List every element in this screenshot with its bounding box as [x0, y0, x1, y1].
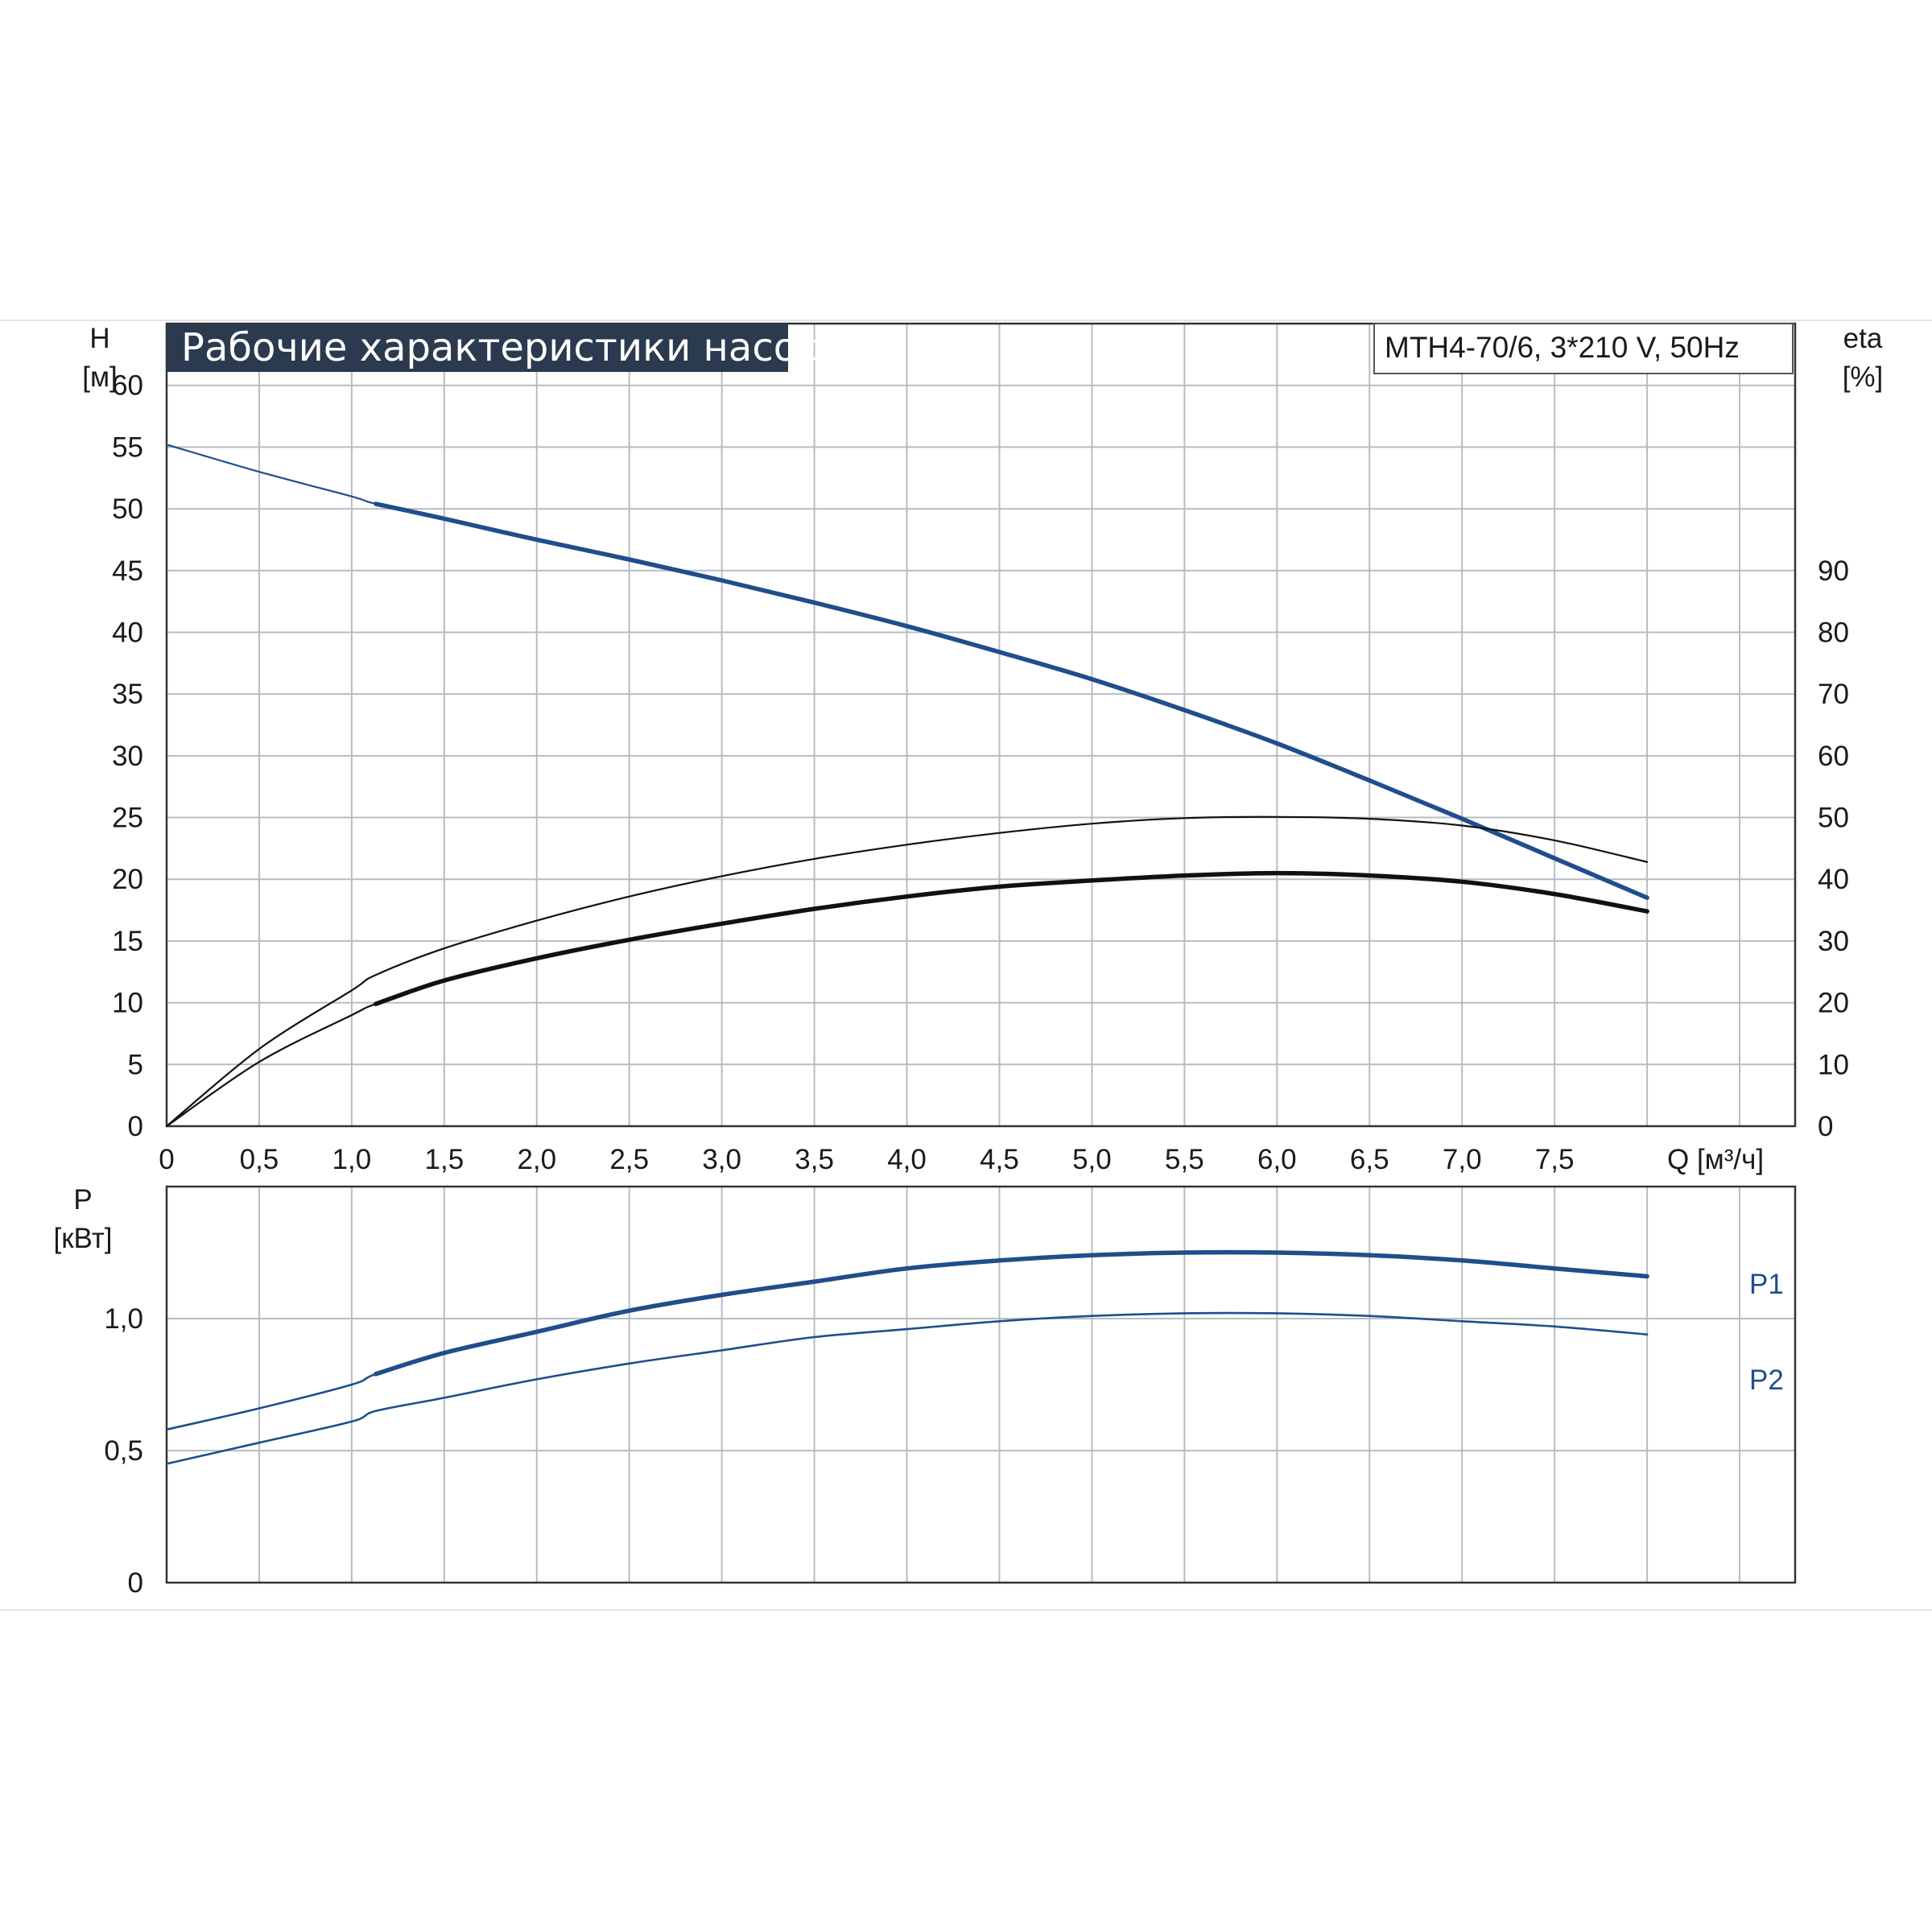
head-tick-label: 45	[112, 555, 143, 587]
model-label: MTH4-70/6, 3*210 V, 50Hz	[1385, 331, 1740, 364]
x-tick-label: 2,0	[517, 1144, 556, 1175]
efficiency-tick-label: 40	[1818, 864, 1849, 895]
x-tick-label: 7,0	[1443, 1144, 1482, 1175]
head-axis-unit: [м]	[82, 361, 118, 393]
head-tick-label: 55	[112, 431, 143, 463]
power-chart-curves	[165, 1249, 1649, 1465]
efficiency-tick-label: 50	[1818, 803, 1849, 834]
head-tick-label: 30	[112, 741, 143, 772]
power-tick-label: 0	[128, 1567, 143, 1599]
series-line-power-0-duty-range	[374, 1249, 1649, 1377]
efficiency-axis-symbol: eta	[1843, 323, 1883, 354]
model-label-box	[1373, 323, 1794, 374]
head-chart-frame	[165, 322, 1797, 1128]
head-chart-ticks: 0 0,5 1,0 1,5 2,0 2,5 3,0 3,5 4,0 4,5 5,0 5,5 6,0 6,5…	[112, 370, 1849, 1175]
efficiency-tick-label: 10	[1818, 1049, 1849, 1080]
series-line-head-2-duty-range	[374, 870, 1649, 1006]
power-chart-ticks: 0 0,5 1,0	[104, 1303, 143, 1599]
x-tick-label: 6,5	[1350, 1144, 1389, 1175]
efficiency-tick-label: 80	[1818, 617, 1849, 648]
head-axis-symbol: H	[89, 323, 109, 354]
head-chart-curves	[165, 444, 1649, 1128]
series-line-head-1	[165, 815, 1649, 1128]
x-tick-label: 2,5	[609, 1144, 649, 1175]
series-line-head-0-duty-range	[374, 502, 1649, 900]
power-chart-grid	[167, 1186, 1795, 1583]
head-tick-label: 35	[112, 679, 143, 710]
x-tick-label: 4,0	[887, 1144, 927, 1175]
efficiency-tick-label: 90	[1818, 555, 1849, 587]
x-tick-label: 5,5	[1165, 1144, 1204, 1175]
x-tick-label: 0	[159, 1144, 174, 1175]
efficiency-axis-unit: [%]	[1843, 361, 1884, 393]
x-tick-label: 0,5	[240, 1144, 279, 1175]
head-tick-label: 5	[128, 1049, 143, 1080]
efficiency-tick-label: 30	[1818, 926, 1849, 957]
power-axis-symbol: P	[73, 1184, 92, 1216]
efficiency-tick-label: 0	[1818, 1111, 1833, 1142]
x-tick-label: 7,5	[1535, 1144, 1575, 1175]
power-chart-frame	[165, 1185, 1797, 1584]
head-tick-label: 0	[128, 1111, 143, 1142]
head-tick-label: 20	[112, 864, 143, 895]
series-label-p2: P2	[1749, 1364, 1784, 1396]
x-tick-label: 1,5	[425, 1144, 464, 1175]
x-tick-label: 4,5	[980, 1144, 1019, 1175]
efficiency-tick-label: 60	[1818, 741, 1849, 772]
head-tick-label: 60	[112, 370, 143, 402]
head-tick-label: 25	[112, 803, 143, 834]
x-tick-label: 1,0	[332, 1144, 372, 1175]
power-axis-unit: [кВт]	[54, 1223, 113, 1254]
head-chart-grid	[167, 323, 1795, 1126]
series-line-power-1	[165, 1311, 1649, 1465]
chart-title: Рабочие характеристики насоса	[181, 325, 842, 370]
head-tick-label: 10	[112, 988, 143, 1019]
x-tick-label: 3,5	[795, 1144, 834, 1175]
power-tick-label: 0,5	[104, 1435, 143, 1467]
chart-title-box	[167, 324, 788, 372]
flow-axis-label: Q [м³/ч]	[1667, 1144, 1764, 1175]
efficiency-tick-label: 20	[1818, 988, 1849, 1019]
head-tick-label: 40	[112, 617, 143, 648]
x-tick-label: 6,0	[1257, 1144, 1297, 1175]
head-tick-label: 15	[112, 926, 143, 957]
efficiency-tick-label: 70	[1818, 679, 1849, 710]
power-tick-label: 1,0	[104, 1303, 143, 1335]
series-label-p1: P1	[1749, 1269, 1784, 1300]
x-tick-label: 3,0	[702, 1144, 741, 1175]
x-tick-label: 5,0	[1072, 1144, 1112, 1175]
head-tick-label: 50	[112, 493, 143, 525]
